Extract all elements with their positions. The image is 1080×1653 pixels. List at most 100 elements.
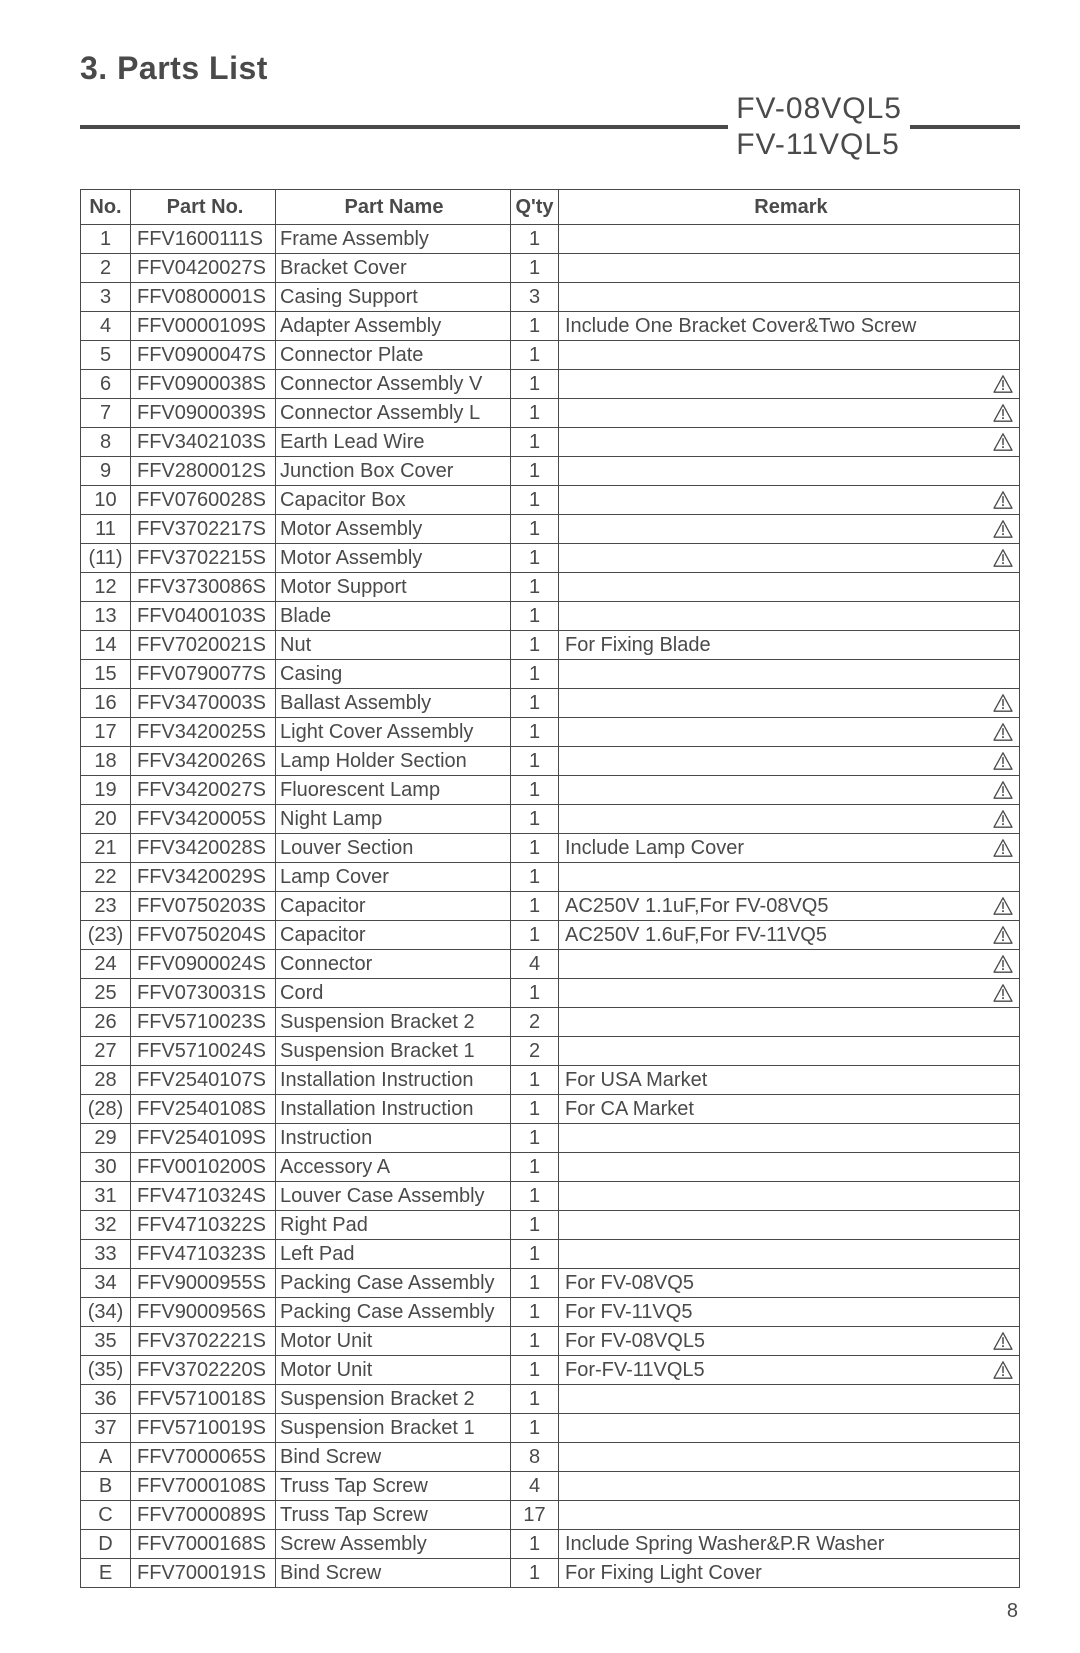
cell-part-name: Ballast Assembly <box>276 689 511 718</box>
cell-qty: 1 <box>511 515 559 544</box>
cell-no: 9 <box>81 457 131 486</box>
parts-table: No. Part No. Part Name Q'ty Remark 1FFV1… <box>80 189 1020 1588</box>
remark-text: Include Lamp Cover <box>565 837 744 859</box>
cell-part-name: Night Lamp <box>276 805 511 834</box>
col-header-no: No. <box>81 190 131 225</box>
table-row: 12FFV3730086SMotor Support1 <box>81 573 1020 602</box>
table-row: 28FFV2540107SInstallation Instruction1Fo… <box>81 1066 1020 1095</box>
cell-part-name: Motor Unit <box>276 1356 511 1385</box>
cell-remark: Include One Bracket Cover&Two Screw <box>559 312 1020 341</box>
cell-no: 24 <box>81 950 131 979</box>
cell-remark: AC250V 1.6uF,For FV-11VQ5 <box>559 921 1020 950</box>
cell-part-no: FFV9000955S <box>131 1269 276 1298</box>
cell-remark: AC250V 1.1uF,For FV-08VQ5 <box>559 892 1020 921</box>
model-block: FV-08VQL5 FV-11VQL5 <box>728 91 910 163</box>
warning-icon <box>993 549 1013 567</box>
warning-icon <box>993 810 1013 828</box>
cell-remark: Include Lamp Cover <box>559 834 1020 863</box>
cell-qty: 1 <box>511 225 559 254</box>
cell-part-no: FFV0900038S <box>131 370 276 399</box>
cell-part-name: Truss Tap Screw <box>276 1501 511 1530</box>
cell-qty: 1 <box>511 399 559 428</box>
cell-part-name: Capacitor <box>276 921 511 950</box>
table-row: 15FFV0790077SCasing1 <box>81 660 1020 689</box>
remark-text: AC250V 1.1uF,For FV-08VQ5 <box>565 895 828 917</box>
cell-part-name: Suspension Bracket 1 <box>276 1414 511 1443</box>
table-row: 4FFV0000109SAdapter Assembly1Include One… <box>81 312 1020 341</box>
cell-part-no: FFV0010200S <box>131 1153 276 1182</box>
header-row: 3. Parts List <box>80 50 1020 87</box>
cell-qty: 1 <box>511 660 559 689</box>
col-header-name: Part Name <box>276 190 511 225</box>
cell-no: 1 <box>81 225 131 254</box>
cell-qty: 1 <box>511 573 559 602</box>
cell-remark: For CA Market <box>559 1095 1020 1124</box>
cell-remark <box>559 399 1020 428</box>
cell-part-name: Nut <box>276 631 511 660</box>
cell-remark <box>559 1211 1020 1240</box>
cell-no: 33 <box>81 1240 131 1269</box>
cell-no: (11) <box>81 544 131 573</box>
table-row: 37FFV5710019SSuspension Bracket 11 <box>81 1414 1020 1443</box>
cell-part-no: FFV5710023S <box>131 1008 276 1037</box>
cell-part-no: FFV0790077S <box>131 660 276 689</box>
cell-no: 11 <box>81 515 131 544</box>
cell-no: 4 <box>81 312 131 341</box>
cell-qty: 1 <box>511 1211 559 1240</box>
cell-part-no: FFV3470003S <box>131 689 276 718</box>
table-row: 27FFV5710024SSuspension Bracket 12 <box>81 1037 1020 1066</box>
cell-part-no: FFV7000065S <box>131 1443 276 1472</box>
cell-part-name: Suspension Bracket 1 <box>276 1037 511 1066</box>
cell-remark <box>559 776 1020 805</box>
model-rule-line: FV-08VQL5 FV-11VQL5 <box>80 91 1020 163</box>
cell-remark <box>559 486 1020 515</box>
cell-no: E <box>81 1559 131 1588</box>
cell-part-name: Lamp Cover <box>276 863 511 892</box>
cell-remark <box>559 1414 1020 1443</box>
cell-part-no: FFV0750203S <box>131 892 276 921</box>
table-row: 7FFV0900039SConnector Assembly L1 <box>81 399 1020 428</box>
cell-qty: 2 <box>511 1008 559 1037</box>
table-row: 29FFV2540109SInstruction1 <box>81 1124 1020 1153</box>
cell-no: 10 <box>81 486 131 515</box>
cell-part-name: Cord <box>276 979 511 1008</box>
cell-qty: 3 <box>511 283 559 312</box>
cell-part-name: Earth Lead Wire <box>276 428 511 457</box>
cell-part-no: FFV7000089S <box>131 1501 276 1530</box>
table-row: 24FFV0900024SConnector4 <box>81 950 1020 979</box>
table-row: CFFV7000089STruss Tap Screw17 <box>81 1501 1020 1530</box>
cell-no: 32 <box>81 1211 131 1240</box>
cell-no: 12 <box>81 573 131 602</box>
cell-part-no: FFV0900039S <box>131 399 276 428</box>
cell-no: 34 <box>81 1269 131 1298</box>
table-row: (35)FFV3702220SMotor Unit1For-FV-11VQL5 <box>81 1356 1020 1385</box>
cell-qty: 1 <box>511 718 559 747</box>
cell-remark <box>559 863 1020 892</box>
cell-qty: 1 <box>511 544 559 573</box>
cell-qty: 1 <box>511 486 559 515</box>
cell-remark <box>559 950 1020 979</box>
cell-remark <box>559 254 1020 283</box>
cell-part-no: FFV3702215S <box>131 544 276 573</box>
cell-part-no: FFV0400103S <box>131 602 276 631</box>
table-row: 11FFV3702217SMotor Assembly1 <box>81 515 1020 544</box>
cell-no: (34) <box>81 1298 131 1327</box>
cell-part-no: FFV0900024S <box>131 950 276 979</box>
cell-qty: 1 <box>511 631 559 660</box>
table-row: 8FFV3402103SEarth Lead Wire1 <box>81 428 1020 457</box>
warning-icon <box>993 897 1013 915</box>
cell-no: 8 <box>81 428 131 457</box>
cell-no: 5 <box>81 341 131 370</box>
cell-remark <box>559 660 1020 689</box>
warning-icon <box>993 723 1013 741</box>
cell-qty: 1 <box>511 1327 559 1356</box>
cell-part-no: FFV2540108S <box>131 1095 276 1124</box>
cell-qty: 8 <box>511 1443 559 1472</box>
cell-no: 23 <box>81 892 131 921</box>
cell-remark <box>559 747 1020 776</box>
cell-part-no: FFV7020021S <box>131 631 276 660</box>
cell-part-name: Instruction <box>276 1124 511 1153</box>
col-header-qty: Q'ty <box>511 190 559 225</box>
cell-remark <box>559 1443 1020 1472</box>
table-row: 10FFV0760028SCapacitor Box1 <box>81 486 1020 515</box>
